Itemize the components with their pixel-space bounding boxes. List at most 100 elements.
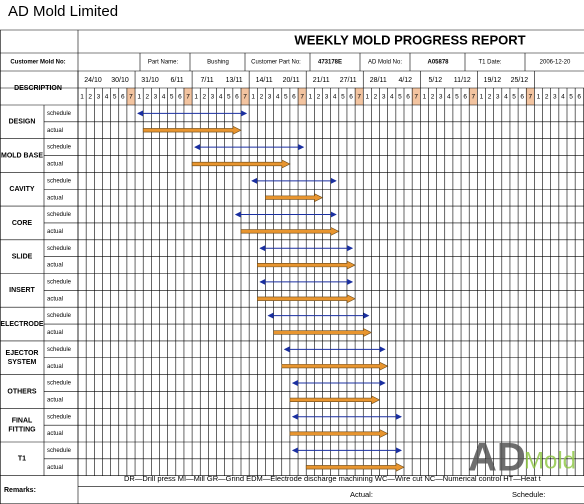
week-label: 24/10	[84, 77, 102, 84]
actual-label: actual	[47, 465, 63, 471]
week-label: 14/11	[256, 77, 273, 84]
schedule-label: schedule	[47, 280, 72, 286]
week-label: 5/12	[428, 77, 442, 84]
task-name: SLIDE	[12, 253, 33, 260]
actual-label: actual	[47, 330, 63, 336]
schedule-label: schedule	[47, 178, 72, 184]
schedule-label: schedule	[47, 246, 72, 252]
schedule-label: schedule	[47, 212, 72, 218]
week-label: 30/10	[111, 77, 129, 84]
actual-arrow	[240, 226, 340, 236]
day-label: 3	[97, 94, 101, 101]
day-label: 2	[545, 94, 549, 101]
day-label: 1	[194, 94, 198, 101]
day-label: 4	[561, 94, 565, 101]
week-label: 25/12	[511, 77, 529, 84]
field-text: 473178E	[318, 60, 342, 66]
day-label: 1	[251, 94, 255, 101]
weekend-cell	[355, 88, 364, 105]
actual-arrow	[265, 193, 324, 203]
day-label: 4	[447, 94, 451, 101]
weekend-cell	[526, 88, 535, 105]
schedule-label: schedule	[47, 111, 72, 117]
day-label: 3	[382, 94, 386, 101]
report-title: WEEKLY MOLD PROGRESS REPORT	[294, 32, 525, 47]
weekend-cell	[126, 88, 136, 105]
week-label: 11/12	[454, 77, 471, 84]
day-label: 1	[80, 94, 84, 101]
task-name: DESIGN	[9, 119, 36, 126]
day-label: 3	[553, 94, 557, 101]
weekend-cell	[183, 88, 193, 105]
week-label: 21/11	[313, 77, 330, 84]
day-label: 3	[268, 94, 272, 101]
day-label: 5	[170, 94, 174, 101]
day-label: 2	[374, 94, 378, 101]
week-label: 31/10	[141, 77, 159, 84]
day-label: 7	[300, 94, 304, 101]
field-text: Bushing	[207, 60, 229, 66]
task-name: OTHERS	[7, 388, 37, 395]
week-label: 20/11	[283, 77, 300, 84]
schedule-label: schedule	[47, 145, 72, 151]
day-label: 6	[235, 94, 239, 101]
day-label: 2	[260, 94, 264, 101]
actual-label: actual	[47, 296, 63, 302]
actual-label: actual	[47, 195, 63, 201]
field-text: AD Mold No:	[368, 60, 402, 66]
day-label: 1	[308, 94, 312, 101]
day-label: 6	[121, 94, 125, 101]
day-label: 7	[129, 94, 133, 101]
actual-label: actual	[47, 364, 63, 370]
day-label: 5	[569, 94, 573, 101]
day-label: 2	[431, 94, 435, 101]
week-label: 27/11	[340, 77, 357, 84]
actual-arrow	[305, 462, 405, 472]
day-label: 5	[512, 94, 516, 101]
day-label: 5	[227, 94, 231, 101]
task-name: T1	[18, 456, 26, 463]
day-label: 4	[504, 94, 508, 101]
field-text: T1 Date:	[478, 60, 501, 66]
day-label: 1	[366, 94, 370, 101]
logo-mark: AD	[468, 436, 526, 480]
day-label: 2	[317, 94, 321, 101]
day-label: 6	[406, 94, 410, 101]
actual-arrow	[191, 159, 291, 169]
week-label: 6/11	[170, 77, 183, 84]
day-label: 7	[414, 94, 418, 101]
day-label: 6	[520, 94, 524, 101]
day-label: 4	[219, 94, 223, 101]
task-name: CAVITY	[9, 186, 34, 193]
remarks-label: Remarks:	[4, 487, 36, 494]
schedule-label: schedule	[47, 347, 72, 353]
field-text: Customer Part No:	[251, 60, 301, 66]
day-label: 4	[276, 94, 280, 101]
weekend-cell	[412, 88, 421, 105]
day-label: 3	[496, 94, 500, 101]
field-text: Customer Mold No:	[10, 60, 65, 66]
day-label: 7	[357, 94, 361, 101]
task-name: INSERT	[9, 287, 35, 294]
schedule-label: schedule	[47, 448, 72, 454]
actual-arrow	[142, 125, 242, 135]
weekend-cell	[298, 88, 307, 105]
task-name: MOLD BASE	[1, 152, 43, 159]
actual-arrow	[273, 327, 373, 337]
schedule-label: schedule	[47, 313, 72, 319]
week-label: 28/11	[370, 77, 387, 84]
day-label: 6	[463, 94, 467, 101]
task-name: FITTING	[8, 426, 36, 433]
actual-label: actual	[47, 397, 63, 403]
weekend-cell	[241, 88, 250, 105]
week-label: 19/12	[484, 77, 502, 84]
weekend-cell	[469, 88, 478, 105]
day-label: 4	[162, 94, 166, 101]
week-label: 4/12	[398, 77, 412, 84]
logo-word: Mold	[524, 447, 576, 474]
remarks-legend: DR—Drill press MI—Mill GR—Grind EDM—Elec…	[124, 474, 542, 483]
week-label: 7/11	[201, 77, 214, 84]
day-label: 7	[186, 94, 190, 101]
day-label: 2	[145, 94, 149, 101]
